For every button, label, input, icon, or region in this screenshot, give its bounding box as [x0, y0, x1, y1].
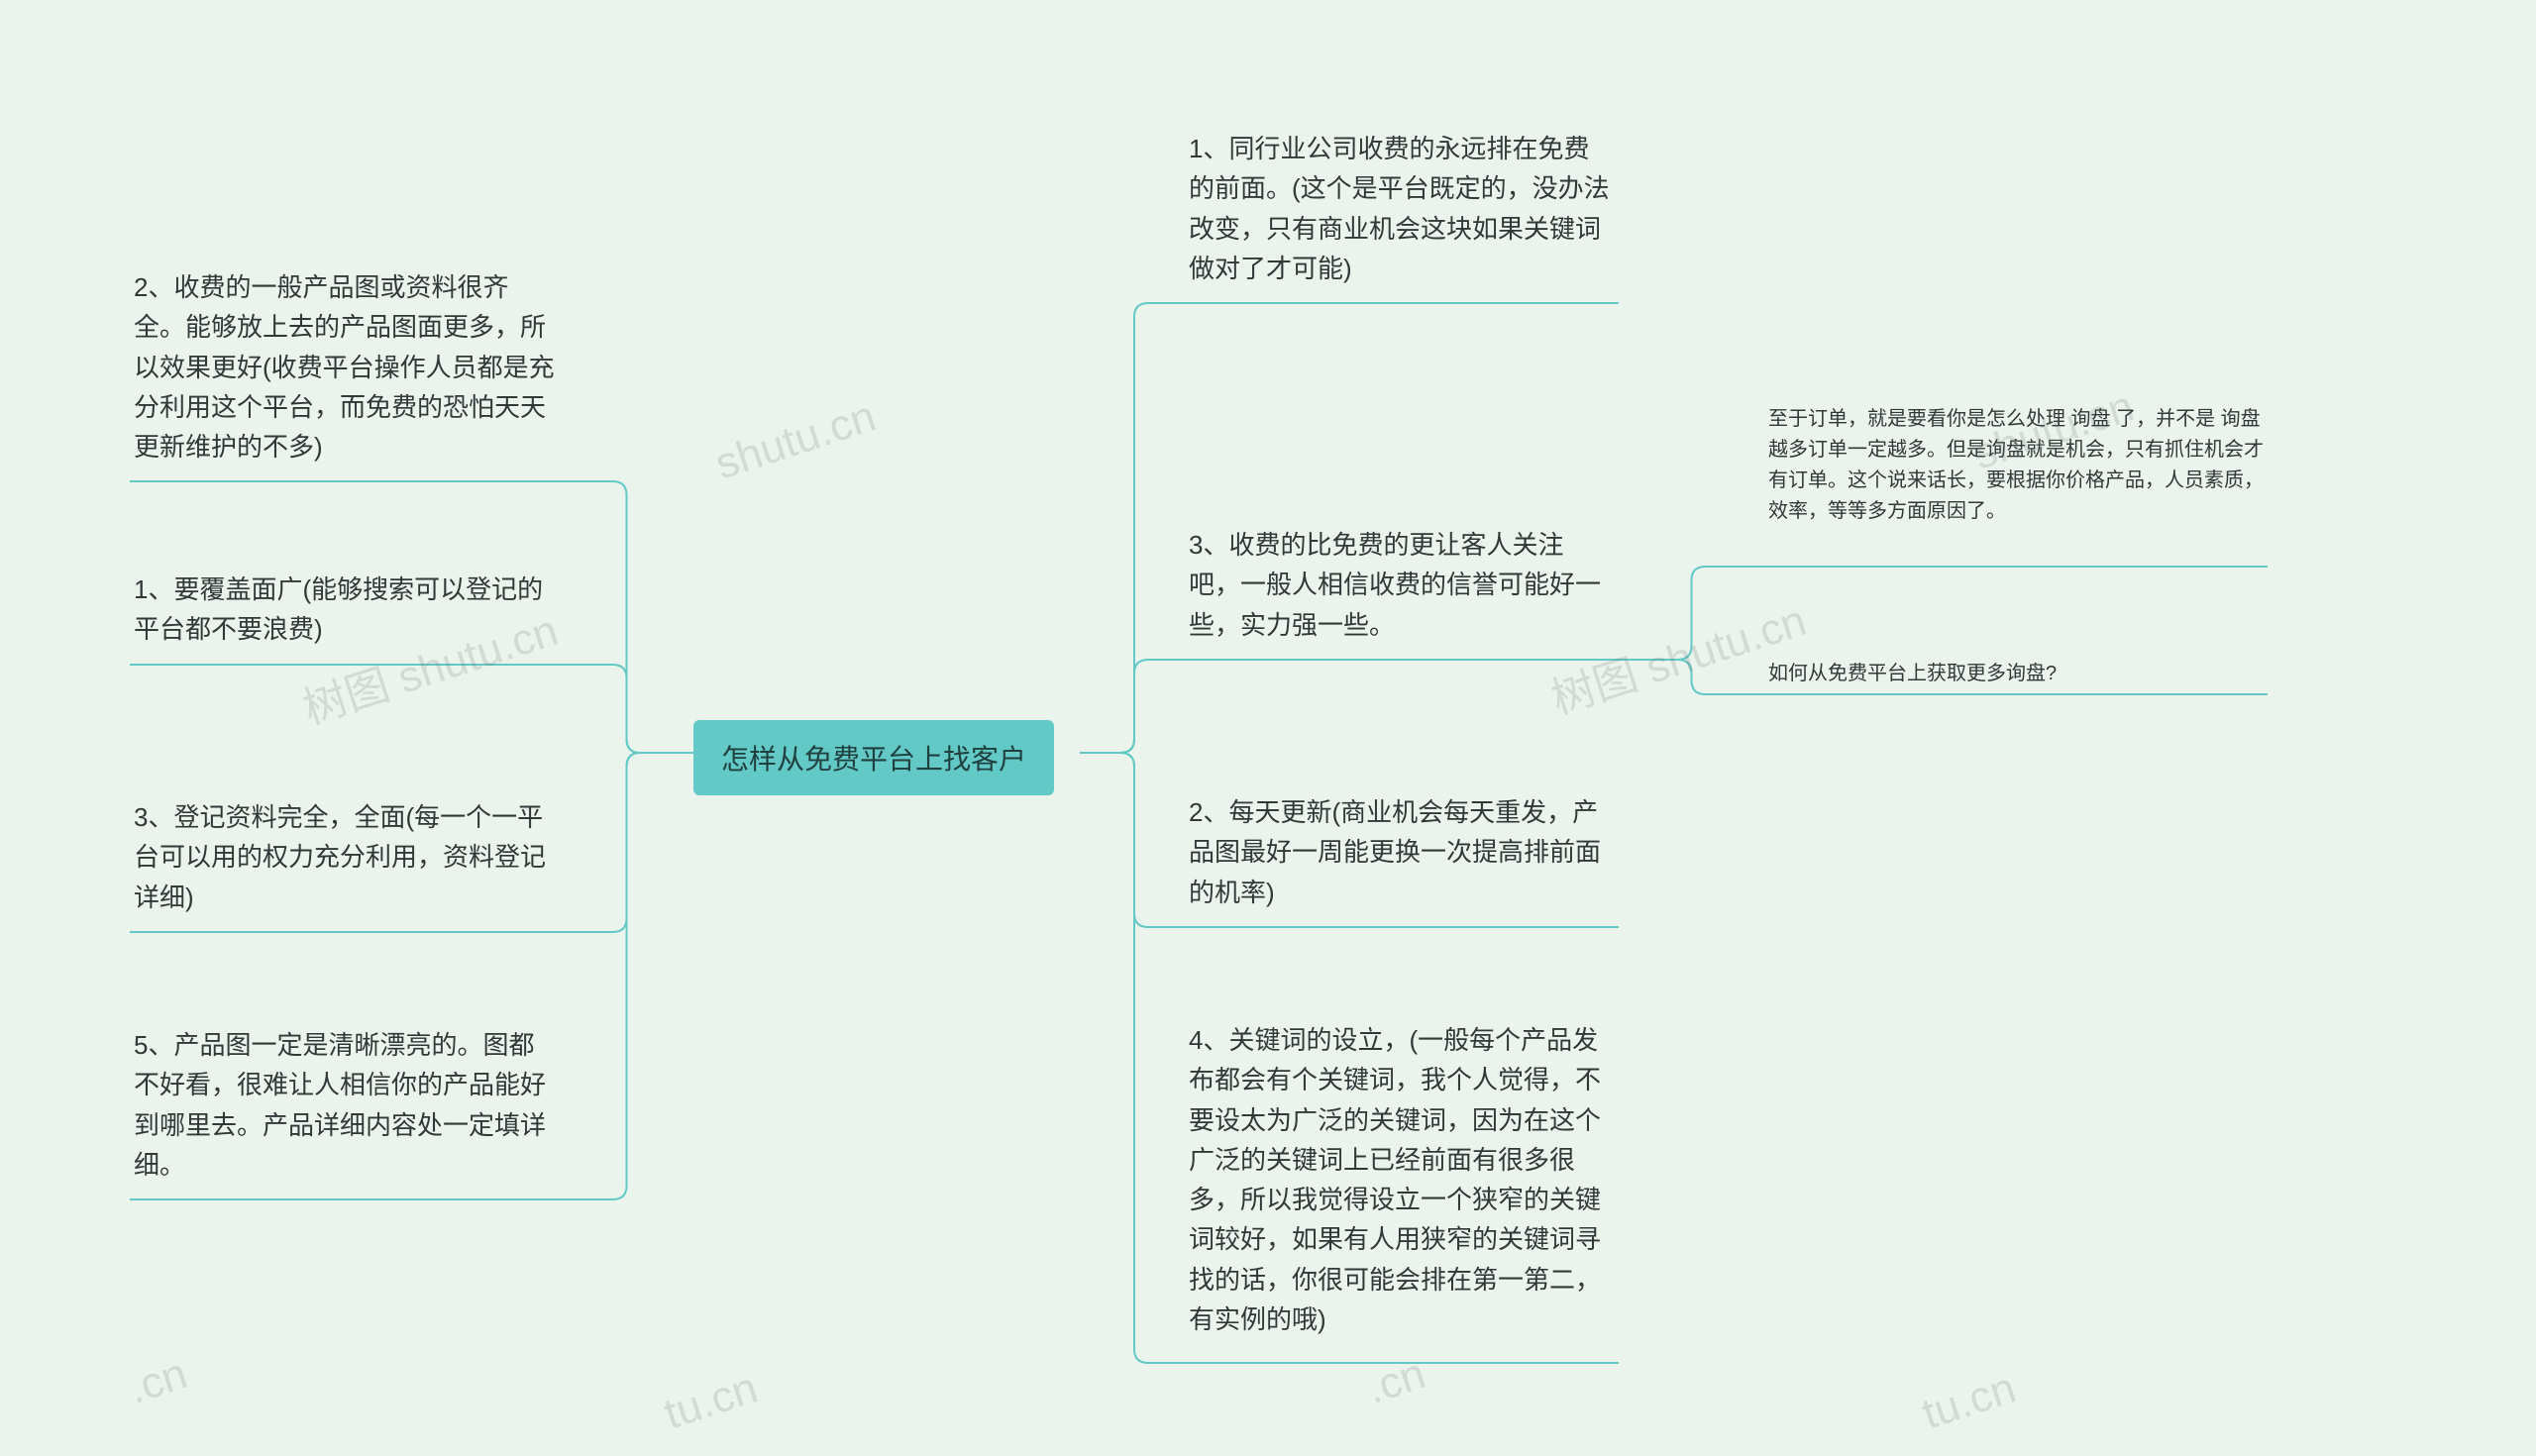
connector	[560, 753, 693, 1199]
branch-node: 3、收费的比免费的更让客人关注吧，一般人相信收费的信誉可能好一些，实力强一些。	[1189, 525, 1615, 645]
branch-node: 4、关键词的设立，(一般每个产品发布都会有个关键词，我个人觉得，不要设太为广泛的…	[1189, 1020, 1615, 1339]
branch-node: 3、登记资料完全，全面(每一个一平台可以用的权力充分利用，资料登记详细)	[134, 797, 560, 917]
branch-node: 1、要覆盖面广(能够搜索可以登记的平台都不要浪费)	[134, 570, 560, 650]
branch-node: 5、产品图一定是清晰漂亮的。图都不好看，很难让人相信你的产品能好到哪里去。产品详…	[134, 1025, 560, 1185]
connector	[1080, 660, 1189, 753]
connector	[560, 481, 693, 753]
connector	[1080, 753, 1189, 927]
leaf-node: 如何从免费平台上获取更多询盘?	[1768, 659, 2264, 689]
connector	[1615, 567, 1768, 660]
leaf-node: 至于订单，就是要看你是怎么处理 询盘 了，并不是 询盘 越多订单一定越多。但是询…	[1768, 404, 2264, 527]
root-node: 怎样从免费平台上找客户	[693, 720, 1054, 795]
connector	[1080, 303, 1189, 753]
branch-node: 2、收费的一般产品图或资料很齐全。能够放上去的产品图面更多，所以效果更好(收费平…	[134, 267, 560, 467]
watermark: .cn	[123, 1349, 193, 1414]
connector	[560, 665, 693, 753]
branch-node: 1、同行业公司收费的永远排在免费的前面。(这个是平台既定的，没办法改变，只有商业…	[1189, 129, 1615, 288]
watermark: tu.cn	[1917, 1363, 2022, 1439]
branch-node: 2、每天更新(商业机会每天重发，产品图最好一周能更换一次提高排前面的机率)	[1189, 792, 1615, 912]
watermark: shutu.cn	[709, 392, 882, 490]
connector	[1615, 660, 1768, 694]
connector	[560, 753, 693, 932]
connector	[1080, 753, 1189, 1363]
watermark: tu.cn	[659, 1363, 764, 1439]
watermark: .cn	[1361, 1349, 1431, 1414]
